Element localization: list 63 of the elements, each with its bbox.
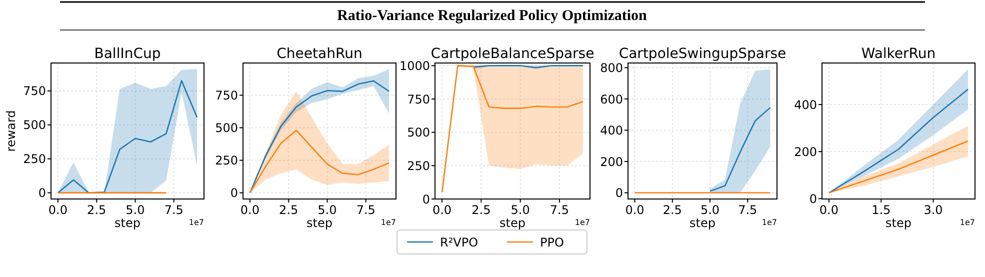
y-tick-label: 200 xyxy=(794,144,817,159)
y-tick-label: 1000 xyxy=(399,58,430,73)
text: 1e7 xyxy=(960,218,975,227)
y-tick-label: 600 xyxy=(600,92,623,106)
x-tick-label: 1.5 xyxy=(872,203,891,217)
x-tick-label: 3.0 xyxy=(924,203,943,217)
text: 1e7 xyxy=(380,218,396,227)
legend-label: PPO xyxy=(540,236,564,250)
x-tick-label: 7.5 xyxy=(356,203,376,217)
line-series xyxy=(828,88,969,194)
x-tick-label: 7.5 xyxy=(738,203,758,217)
y-tick-label: 0 xyxy=(615,186,623,200)
y-tick-label: 500 xyxy=(215,121,238,136)
y-tick-label: 400 xyxy=(794,98,817,112)
y-tick-label: 200 xyxy=(600,154,623,169)
x-tick-label: 2.5 xyxy=(279,203,298,217)
y-tick-label: 750 xyxy=(407,92,430,106)
legend-label: R²VPO xyxy=(440,236,478,250)
line-series xyxy=(249,130,390,194)
chart-title: CartpoleBalanceSparse xyxy=(430,46,594,62)
x-axis-title: step xyxy=(500,216,526,230)
y-tick-label: 0 xyxy=(422,192,430,206)
x-tick-label: 5.0 xyxy=(510,203,530,217)
y-tick-label: 250 xyxy=(215,154,238,168)
y-tick-label: 800 xyxy=(600,60,623,75)
y-tick-label: 0 xyxy=(38,186,46,200)
line-series xyxy=(828,140,969,194)
x-tick-label: 2.5 xyxy=(87,203,106,217)
x-tick-label: 5.0 xyxy=(318,203,337,217)
chart-title: BallInCup xyxy=(94,46,161,62)
x-tick-label: 0.0 xyxy=(48,203,68,217)
x-tick-label: 2.5 xyxy=(662,203,682,217)
y-tick-label: 500 xyxy=(23,118,46,132)
y-axis-title: reward xyxy=(4,110,18,152)
y-tick-label: 250 xyxy=(23,152,46,166)
y-tick-label: 750 xyxy=(23,84,46,98)
x-tick-label: 7.5 xyxy=(164,203,184,217)
chart-title: CartpoleSwingupSparse xyxy=(618,46,786,62)
line-series xyxy=(709,106,771,192)
x-axis-title: step xyxy=(886,216,912,230)
x-tick-label: 0.0 xyxy=(432,203,452,217)
x-axis-title: step xyxy=(306,216,332,230)
y-tick-label: 500 xyxy=(407,126,430,140)
text: 1e7 xyxy=(188,218,204,227)
chart-title: WalkerRun xyxy=(861,46,936,62)
y-tick-label: 0 xyxy=(230,186,238,200)
x-tick-label: 0.0 xyxy=(240,203,260,217)
y-tick-label: 400 xyxy=(600,124,623,138)
text: Ratio-Variance Regularized Policy Optimization xyxy=(337,8,648,24)
x-tick-label: 7.5 xyxy=(550,203,570,217)
text: 1e7 xyxy=(762,218,777,227)
x-tick-label: 2.5 xyxy=(472,203,491,217)
x-tick-label: 0.0 xyxy=(625,203,644,217)
x-tick-label: 5.0 xyxy=(700,203,720,217)
x-tick-label: 5.0 xyxy=(126,203,145,217)
y-tick-label: 750 xyxy=(215,88,238,103)
x-axis-title: step xyxy=(114,216,140,230)
chart-title: CheetahRun xyxy=(276,46,362,62)
x-tick-label: 0.0 xyxy=(819,203,838,217)
y-tick-label: 0 xyxy=(809,192,817,206)
x-axis-title: step xyxy=(690,216,716,230)
text: 1e7 xyxy=(574,218,590,227)
y-tick-label: 250 xyxy=(407,158,430,173)
